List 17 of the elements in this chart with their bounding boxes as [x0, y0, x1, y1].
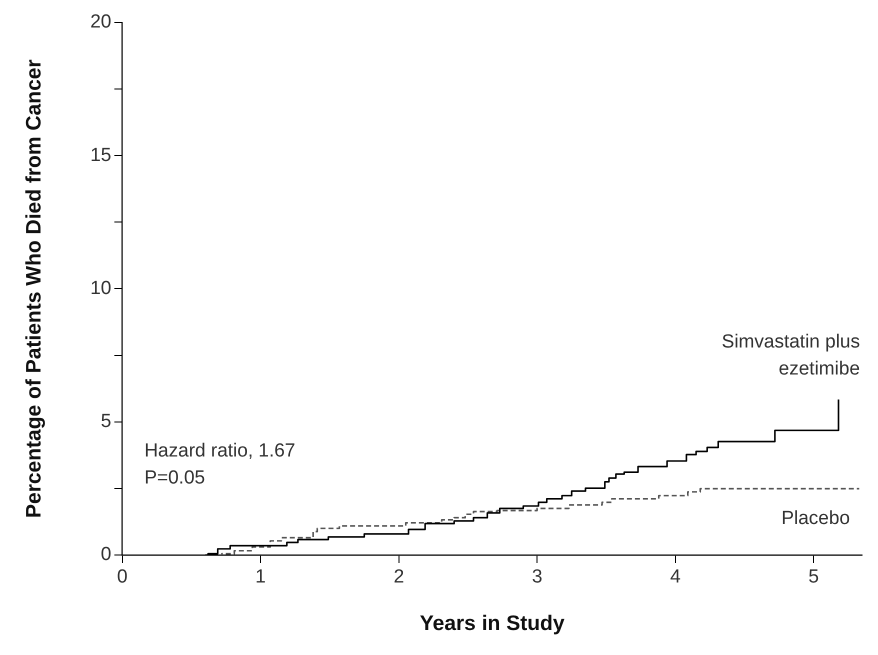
x-tick-label: 5 [808, 566, 819, 588]
y-tick-label: 15 [90, 144, 112, 166]
x-axis-title: Years in Study [420, 612, 565, 636]
x-tick-label: 2 [394, 566, 404, 588]
y-tick-label: 5 [100, 411, 112, 432]
y-tick-label: 0 [100, 544, 112, 566]
annotation: P=0.05 [144, 467, 206, 488]
y-axis-title: Percentage of Patients Who Died from Cancer [22, 59, 46, 518]
annotation: Hazard ratio, 1.67 [144, 440, 296, 462]
series-label: Simvastatin plus ezetimibe [722, 332, 860, 380]
x-tick-label: 3 [532, 566, 542, 588]
y-tick-label: 10 [90, 278, 112, 299]
x-tick-label: 4 [670, 566, 682, 588]
x-tick-label: 1 [255, 566, 266, 588]
series-label: Placebo [781, 508, 850, 529]
y-tick-label: 20 [90, 12, 112, 33]
x-tick-label: 0 [117, 566, 128, 588]
